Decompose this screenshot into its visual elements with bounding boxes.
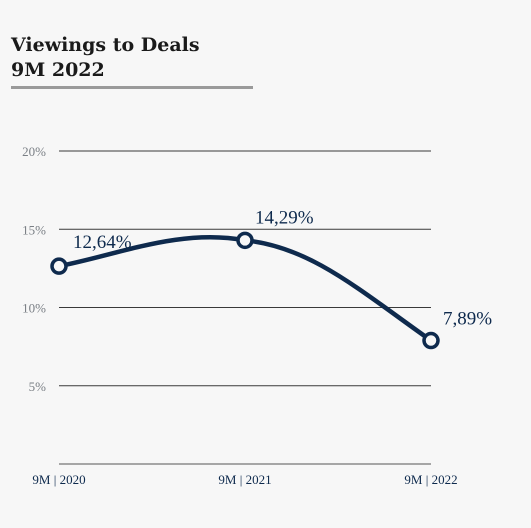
data-point [50, 257, 68, 275]
chart-title: Viewings to Deals 9M 2022 [11, 33, 200, 83]
chart-title-line-2: 9M 2022 [11, 59, 105, 81]
y-tick-label: 15% [22, 222, 46, 237]
y-tick-label: 20% [22, 144, 46, 159]
x-tick-label: 9M | 2020 [32, 472, 85, 487]
y-tick-label: 5% [29, 379, 47, 394]
data-label: 14,29% [255, 207, 314, 228]
x-tick-label: 9M | 2022 [404, 472, 457, 487]
chart-title-line-1: Viewings to Deals [11, 34, 200, 56]
data-label: 12,64% [73, 232, 132, 253]
title-underline [11, 86, 253, 89]
y-tick-label: 10% [22, 301, 46, 316]
x-tick-label: 9M | 2021 [218, 472, 271, 487]
data-label: 7,89% [443, 309, 492, 330]
data-point [422, 331, 440, 350]
data-point [236, 231, 254, 250]
